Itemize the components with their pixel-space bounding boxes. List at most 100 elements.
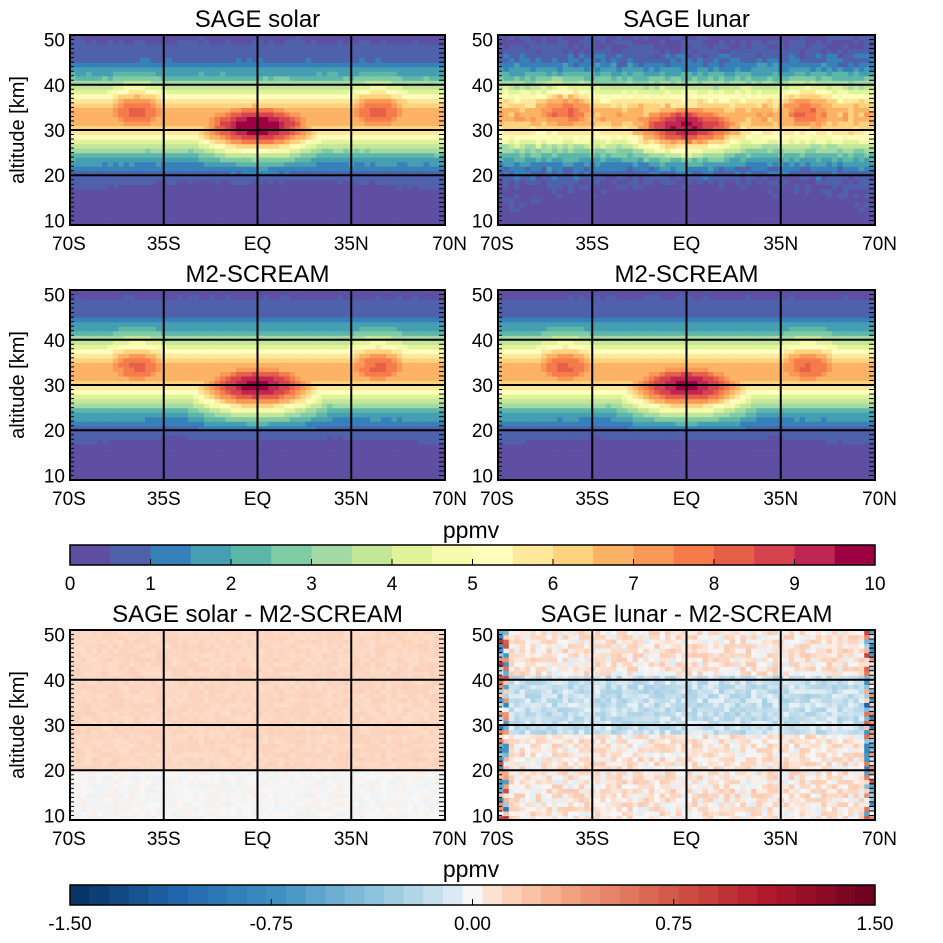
heatmap-cell	[594, 193, 601, 199]
heatmap-cell	[557, 166, 564, 172]
heatmap-cell	[616, 120, 623, 127]
heatmap-cell	[91, 179, 98, 185]
heatmap-cell	[295, 175, 301, 181]
heatmap-cell	[734, 62, 741, 68]
heatmap-cell	[155, 193, 162, 199]
heatmap-cell	[434, 175, 441, 181]
heatmap-cell	[621, 48, 628, 54]
heatmap-cell	[423, 111, 430, 118]
heatmap-cell	[295, 116, 301, 122]
heatmap-cell	[123, 89, 130, 95]
heatmap-cell	[332, 179, 339, 185]
heatmap-cell	[246, 44, 253, 50]
heatmap-cell	[246, 179, 253, 185]
heatmap-cell	[300, 166, 307, 172]
heatmap-cell	[718, 206, 725, 213]
heatmap-cell	[697, 170, 704, 176]
heatmap-cell	[278, 75, 285, 81]
heatmap-cell	[654, 71, 661, 77]
heatmap-cell	[209, 148, 216, 154]
heatmap-cell	[214, 211, 221, 217]
heatmap-cell	[713, 134, 720, 140]
heatmap-cell	[498, 179, 504, 185]
heatmap-cell	[284, 166, 291, 172]
heatmap-cell	[166, 111, 173, 118]
heatmap-cell	[193, 184, 200, 190]
heatmap-cell	[621, 98, 628, 104]
heatmap-cell	[209, 48, 216, 54]
heatmap-cell	[70, 75, 76, 81]
heatmap-cell	[407, 48, 414, 54]
heatmap-cell	[278, 193, 285, 199]
heatmap-cell	[541, 220, 548, 226]
heatmap-cell	[659, 93, 666, 99]
heatmap-cell	[273, 143, 280, 149]
heatmap-cell	[107, 157, 114, 163]
heatmap-cell	[600, 197, 607, 203]
heatmap-cell	[337, 211, 344, 217]
heatmap-cell	[530, 66, 537, 72]
heatmap-cell	[713, 80, 720, 86]
heatmap-cell	[327, 66, 334, 72]
heatmap-cell	[305, 57, 312, 63]
heatmap-cell	[332, 170, 339, 176]
heatmap-cell	[702, 62, 709, 68]
heatmap-cell	[740, 184, 747, 190]
heatmap-cell	[203, 148, 210, 154]
heatmap-cell	[654, 175, 661, 181]
heatmap-cell	[80, 80, 87, 86]
heatmap-cell	[343, 143, 350, 149]
heatmap-cell	[241, 157, 248, 163]
heatmap-cell	[551, 102, 558, 108]
heatmap-cell	[252, 152, 259, 158]
heatmap-cell	[681, 175, 688, 181]
heatmap-cell	[166, 116, 173, 122]
heatmap-cell	[670, 179, 677, 185]
heatmap-cell	[134, 89, 141, 95]
heatmap-cell	[177, 206, 184, 213]
heatmap-cell	[343, 125, 350, 131]
heatmap-cell	[632, 166, 639, 172]
heatmap-cell	[300, 143, 307, 149]
heatmap-cell	[535, 220, 542, 226]
heatmap-cell	[681, 93, 688, 99]
heatmap-cell	[273, 130, 280, 136]
heatmap-cell	[364, 175, 371, 181]
heatmap-cell	[605, 39, 612, 45]
heatmap-cell	[300, 116, 307, 122]
heatmap-cell	[708, 152, 715, 158]
heatmap-cell	[182, 80, 189, 86]
heatmap-cell	[321, 39, 328, 45]
heatmap-cell	[616, 57, 623, 63]
heatmap-cell	[198, 188, 205, 194]
heatmap-cell	[214, 161, 221, 167]
heatmap-cell	[519, 184, 526, 190]
heatmap-cell	[530, 170, 537, 176]
heatmap-cell	[311, 75, 318, 81]
heatmap-cell	[423, 152, 430, 158]
heatmap-cell	[439, 111, 446, 118]
heatmap-cell	[230, 111, 237, 118]
heatmap-cell	[675, 107, 682, 113]
heatmap-cell	[681, 71, 688, 77]
heatmap-cell	[439, 107, 446, 113]
heatmap-cell	[107, 107, 114, 113]
heatmap-cell	[203, 130, 210, 136]
heatmap-cell	[573, 53, 580, 59]
heatmap-cell	[391, 89, 398, 95]
heatmap-cell	[519, 107, 526, 113]
heatmap-cell	[697, 134, 704, 140]
heatmap-cell	[439, 161, 446, 167]
heatmap-cell	[535, 206, 542, 213]
heatmap-cell	[535, 39, 542, 45]
heatmap-cell	[412, 66, 419, 72]
heatmap-cell	[198, 120, 205, 127]
heatmap-cell	[145, 35, 151, 41]
heatmap-cell	[75, 84, 82, 90]
heatmap-cell	[332, 39, 339, 45]
heatmap-cell	[584, 84, 591, 90]
heatmap-cell	[573, 44, 580, 50]
heatmap-cell	[364, 193, 371, 199]
heatmap-cell	[562, 179, 569, 185]
heatmap-cell	[118, 179, 125, 185]
